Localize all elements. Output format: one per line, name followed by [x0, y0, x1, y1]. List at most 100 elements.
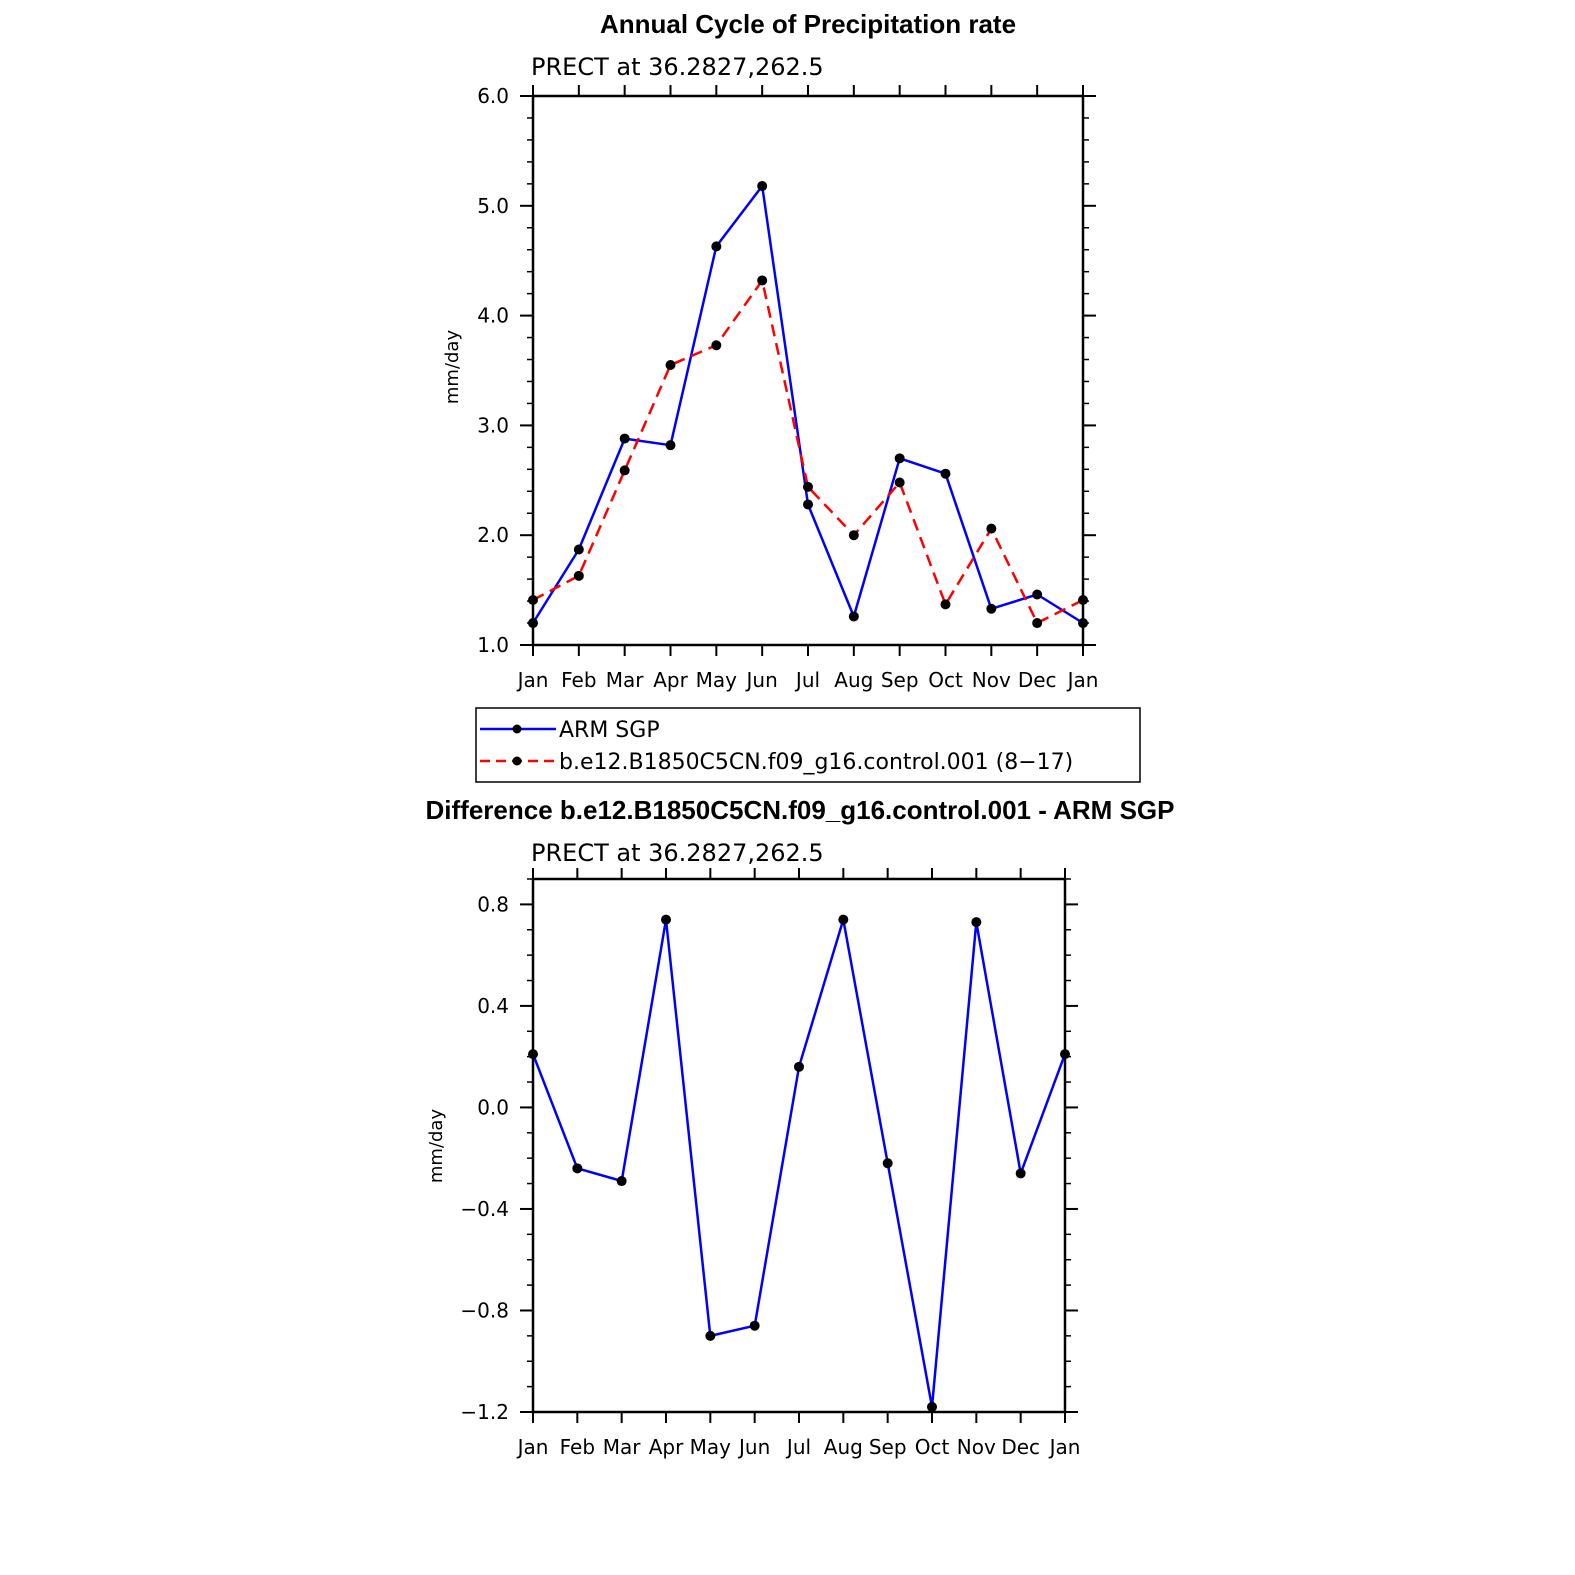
data-point	[619, 465, 630, 476]
y-tick-label: 6.0	[477, 84, 509, 108]
data-point	[665, 360, 676, 371]
data-point	[573, 544, 584, 555]
difference-chart: Difference b.e12.B1850C5CN.f09_g16.contr…	[426, 795, 1175, 1459]
y-tick-label: 3.0	[477, 413, 509, 437]
data-point	[749, 1320, 760, 1331]
data-point	[528, 1049, 538, 1060]
data-point	[711, 241, 722, 252]
data-point	[665, 440, 676, 451]
y-tick-label: 0.8	[477, 892, 509, 916]
series-line-0	[531, 918, 1067, 1409]
y-tick-label: 1.0	[477, 633, 509, 657]
x-tick-label: May	[690, 1435, 732, 1459]
x-tick-label: Jul	[794, 668, 820, 692]
legend-marker-arm-sgp	[512, 724, 522, 734]
series-group	[528, 181, 1088, 629]
chart-title: Annual Cycle of Precipitation rate	[600, 9, 1016, 39]
data-point	[794, 1061, 804, 1072]
legend-box	[475, 707, 1141, 783]
x-tick-label: Jan	[516, 668, 549, 692]
data-point	[572, 1163, 583, 1174]
x-tick-label: Sep	[881, 668, 919, 692]
legend: ARM SGP b.e12.B1850C5CN.f09_g16.control.…	[475, 707, 1141, 783]
y-tick-label: −0.4	[460, 1197, 509, 1221]
x-tick-label: Oct	[928, 668, 963, 692]
y-tick-label: 0.0	[477, 1095, 509, 1119]
x-tick-label: Jan	[1048, 1435, 1081, 1459]
data-point	[1060, 1049, 1070, 1060]
data-point	[573, 570, 584, 581]
x-tick-label: Dec	[1001, 1435, 1040, 1459]
data-point	[528, 594, 538, 605]
data-point	[848, 530, 859, 541]
data-point	[661, 914, 671, 925]
chart-subtitle: PRECT at 36.2827,262.5	[531, 839, 824, 867]
y-tick-label: 0.4	[477, 994, 509, 1018]
legend-label-arm-sgp: ARM SGP	[559, 718, 660, 743]
data-point	[894, 453, 905, 464]
data-point	[838, 914, 849, 925]
data-point	[986, 523, 997, 534]
data-point	[803, 499, 813, 510]
data-point	[619, 433, 630, 444]
x-tick-label: Dec	[1018, 668, 1057, 692]
x-tick-label: Mar	[603, 1435, 642, 1459]
x-tick-label: Mar	[606, 668, 645, 692]
y-axis-label: mm/day	[442, 330, 463, 405]
data-point	[1078, 594, 1088, 605]
data-point	[757, 275, 768, 286]
plot-frame	[531, 94, 1085, 647]
y-tick-label: 2.0	[477, 523, 509, 547]
data-point	[882, 1158, 893, 1169]
data-point	[848, 611, 859, 622]
x-tick-label: Feb	[561, 668, 596, 692]
data-point	[705, 1330, 716, 1341]
x-tick-label: Oct	[915, 1435, 950, 1459]
data-point	[927, 1401, 937, 1412]
data-point	[1078, 618, 1088, 629]
chart-subtitle: PRECT at 36.2827,262.5	[531, 53, 824, 81]
data-point	[1032, 589, 1043, 600]
x-tick-label: Nov	[972, 668, 1011, 692]
y-tick-label: −1.2	[460, 1400, 509, 1424]
x-tick-label: Nov	[957, 1435, 996, 1459]
x-tick-label: Jan	[1066, 668, 1099, 692]
data-point	[894, 477, 905, 488]
x-tick-label: Aug	[824, 1435, 863, 1459]
x-tick-label: Apr	[649, 1435, 684, 1459]
x-tick-label: Jun	[737, 1435, 770, 1459]
data-point	[757, 181, 768, 192]
x-tick-label: Jan	[516, 1435, 549, 1459]
legend-marker-model	[512, 756, 522, 766]
x-tick-label: Sep	[869, 1435, 907, 1459]
data-point	[528, 618, 538, 629]
x-tick-label: Aug	[834, 668, 873, 692]
data-point	[803, 481, 813, 492]
plot-frame	[531, 877, 1067, 1414]
data-point	[986, 603, 997, 614]
chart-title: Difference b.e12.B1850C5CN.f09_g16.contr…	[426, 795, 1175, 825]
series-group	[528, 914, 1070, 1412]
plot-area: Jan Feb Mar Apr May Jun Jul Aug Sep Oct Nov Dec Jan 1…	[477, 84, 1098, 692]
plot-area: Jan Feb Mar Apr May Jun Jul Aug Sep Oct Nov Dec Jan−…	[460, 868, 1080, 1459]
series-line-0	[531, 184, 1084, 625]
y-tick-label: 4.0	[477, 304, 509, 328]
x-tick-label: Apr	[653, 668, 688, 692]
data-point	[971, 917, 982, 928]
x-tick-label: Jun	[745, 668, 778, 692]
y-tick-label: 5.0	[477, 194, 509, 218]
data-point	[616, 1176, 627, 1187]
x-tick-label: May	[696, 668, 738, 692]
data-point	[940, 468, 951, 479]
data-point	[711, 340, 722, 351]
annual-cycle-chart: Annual Cycle of Precipitation rate PRECT…	[442, 9, 1141, 783]
y-axis-label: mm/day	[426, 1109, 447, 1184]
data-point	[1032, 618, 1043, 629]
data-point	[940, 599, 951, 610]
series-line-1	[532, 279, 1084, 625]
legend-label-model: b.e12.B1850C5CN.f09_g16.control.001 (8−1…	[559, 750, 1073, 775]
x-tick-label: Feb	[560, 1435, 595, 1459]
y-tick-label: −0.8	[460, 1298, 509, 1322]
x-tick-label: Jul	[785, 1435, 811, 1459]
